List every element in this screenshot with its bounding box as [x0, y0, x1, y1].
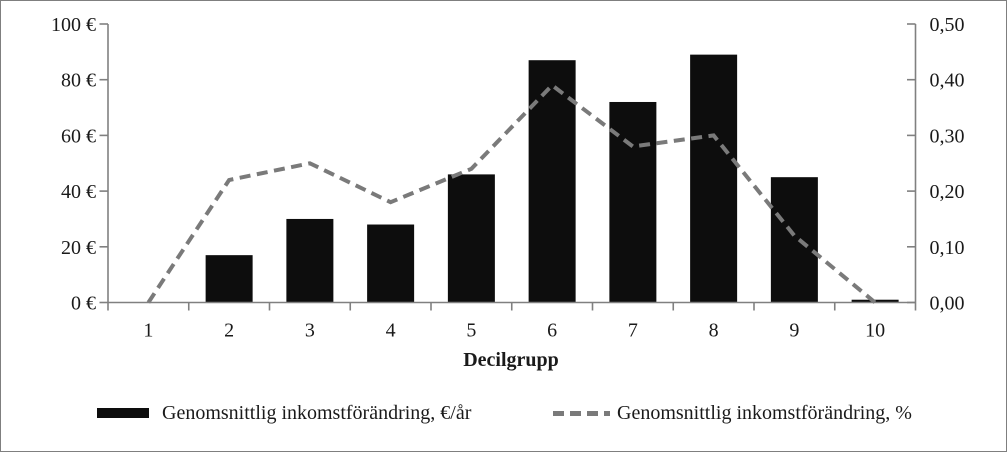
y-left-tick-label-2: 40 € — [61, 181, 96, 203]
legend-label-bar-series: Genomsnittlig inkomstförändring, €/år — [162, 401, 472, 424]
bar-decile-2 — [205, 255, 253, 303]
line-series-dash-swatch-icon — [553, 410, 610, 416]
y-left-tick-label-5: 100 € — [51, 14, 96, 36]
y-right-tick-label-3: 0,30 — [930, 125, 965, 147]
bar-decile-6 — [528, 60, 576, 303]
x-tick-label-4: 4 — [386, 320, 396, 342]
y-left-tick-label-4: 80 € — [61, 70, 96, 92]
legend-item-bar-series: Genomsnittlig inkomstförändring, €/år — [97, 399, 471, 427]
y-left-tick-label-1: 20 € — [61, 237, 96, 259]
x-tick-label-8: 8 — [709, 320, 719, 342]
y-right-tick-label-0: 0,00 — [930, 293, 965, 315]
x-tick-label-10: 10 — [865, 320, 885, 342]
legend-label-line-series: Genomsnittlig inkomstförändring, % — [617, 401, 912, 424]
x-tick-label-2: 2 — [224, 320, 234, 342]
line-series-pct — [146, 82, 877, 305]
y-right-tick-label-2: 0,20 — [930, 181, 965, 203]
x-tick-label-5: 5 — [466, 320, 476, 342]
legend-item-line-series: Genomsnittlig inkomstförändring, % — [553, 399, 912, 427]
x-tick-label-9: 9 — [789, 320, 799, 342]
x-tick-label-3: 3 — [305, 320, 315, 342]
x-tick-label-6: 6 — [547, 320, 557, 342]
y-left-tick-label-3: 60 € — [61, 125, 96, 147]
x-tick-label-1: 1 — [143, 320, 153, 342]
bar-decile-9 — [770, 177, 818, 303]
bar-decile-4 — [367, 224, 415, 303]
bar-decile-8 — [690, 54, 738, 303]
bar-series-swatch-icon — [97, 408, 149, 418]
x-axis-title: Decilgrupp — [463, 349, 559, 371]
x-tick-label-7: 7 — [628, 320, 638, 342]
y-right-tick-label-1: 0,10 — [930, 237, 965, 259]
bar-decile-3 — [286, 218, 334, 303]
y-right-tick-label-4: 0,40 — [930, 70, 965, 92]
bar-decile-5 — [447, 174, 495, 303]
y-left-tick-label-0: 0 € — [71, 293, 96, 315]
y-right-tick-label-5: 0,50 — [930, 14, 965, 36]
